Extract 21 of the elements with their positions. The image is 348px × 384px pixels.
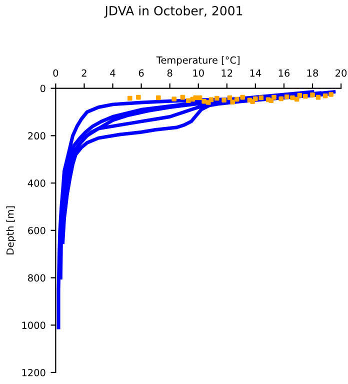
y-tick-label: 200 bbox=[28, 132, 46, 140]
y-tick-label: 0 bbox=[40, 84, 46, 92]
x-tick-label: 14 bbox=[250, 69, 262, 77]
y-tick-label: 1200 bbox=[22, 368, 46, 376]
x-tick-label: 18 bbox=[307, 69, 318, 77]
y-tick-label: 600 bbox=[28, 226, 46, 234]
x-tick-label: 0 bbox=[53, 69, 58, 77]
x-tick-label: 6 bbox=[138, 69, 144, 77]
y-tick-label: 800 bbox=[28, 274, 46, 282]
x-tick-label: 4 bbox=[110, 69, 116, 77]
y-tick-label: 400 bbox=[28, 180, 46, 187]
x-axis-title: Temperature [°C] bbox=[156, 56, 240, 66]
x-tick-label: 2 bbox=[82, 69, 86, 77]
x-tick-label: 12 bbox=[222, 69, 232, 77]
y-axis-title: Depth [m] bbox=[6, 206, 16, 254]
y-tick-label: 1000 bbox=[22, 322, 46, 329]
x-tick-label: 8 bbox=[167, 69, 172, 77]
x-tick-label: 16 bbox=[278, 69, 290, 77]
chart-title: JDVA in October, 2001 bbox=[104, 6, 242, 18]
x-tick-label: 20 bbox=[336, 69, 347, 77]
x-tick-label: 10 bbox=[193, 69, 204, 77]
